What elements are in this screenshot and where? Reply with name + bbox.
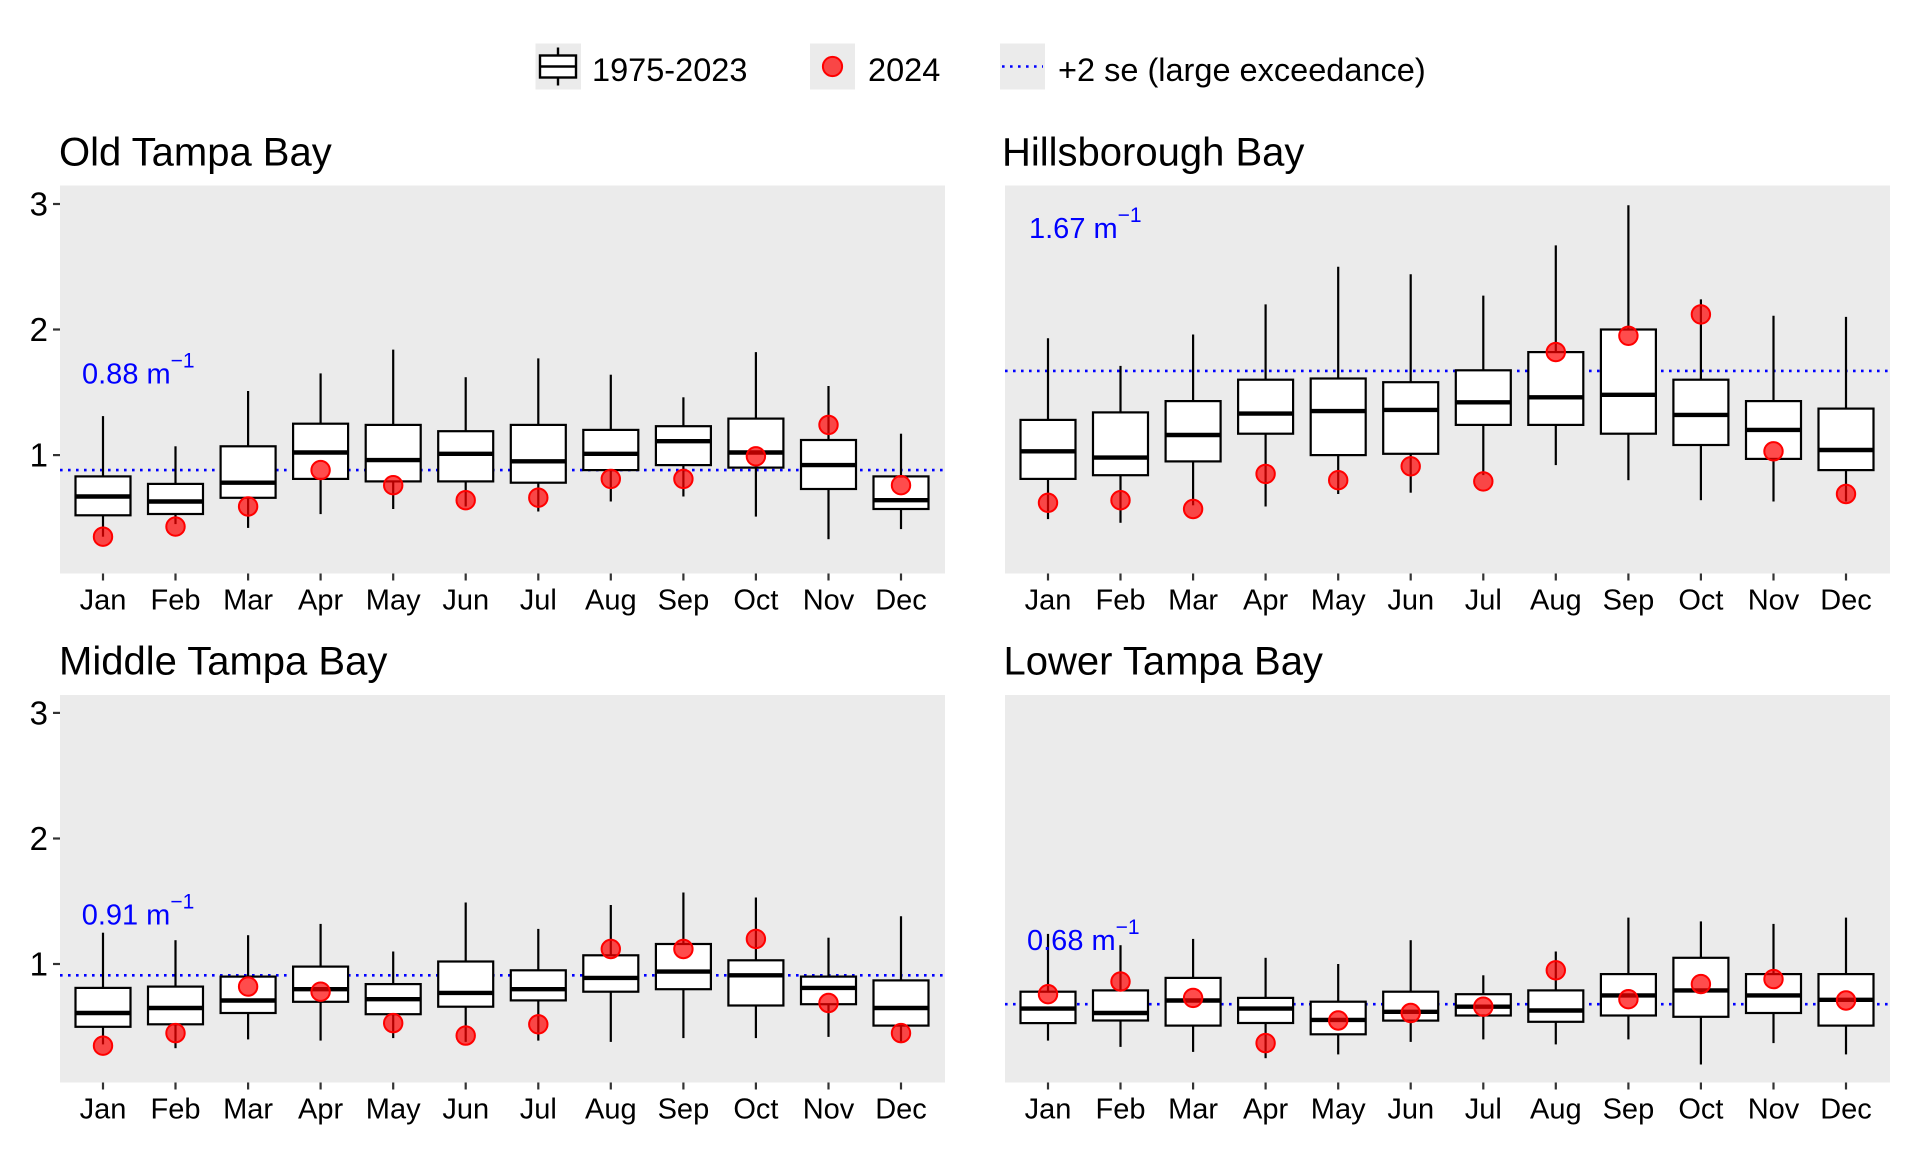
svg-text:May: May — [366, 585, 421, 617]
svg-text:Dec: Dec — [875, 585, 927, 617]
svg-text:2024: 2024 — [868, 52, 940, 88]
svg-text:Apr: Apr — [298, 1094, 343, 1126]
svg-text:Hillsborough Bay: Hillsborough Bay — [1002, 131, 1304, 175]
svg-text:3: 3 — [30, 186, 48, 223]
svg-text:1: 1 — [30, 946, 48, 983]
svg-text:1975-2023: 1975-2023 — [592, 52, 747, 88]
svg-text:Dec: Dec — [1820, 1094, 1872, 1126]
svg-text:Old Tampa Bay: Old Tampa Bay — [59, 131, 332, 175]
svg-text:Nov: Nov — [803, 1094, 855, 1126]
svg-text:Apr: Apr — [1243, 1094, 1288, 1126]
svg-text:3: 3 — [30, 695, 48, 732]
svg-text:2: 2 — [30, 820, 48, 857]
svg-text:Nov: Nov — [1748, 585, 1800, 617]
svg-text:Nov: Nov — [803, 585, 855, 617]
svg-text:Jun: Jun — [1387, 585, 1434, 617]
svg-text:Jun: Jun — [442, 585, 489, 617]
svg-text:Sep: Sep — [1603, 585, 1655, 617]
svg-text:Oct: Oct — [1678, 585, 1723, 617]
svg-text:Jan: Jan — [1025, 1094, 1072, 1126]
svg-text:Middle Tampa Bay: Middle Tampa Bay — [59, 640, 387, 684]
svg-text:Dec: Dec — [875, 1094, 927, 1126]
svg-text:Mar: Mar — [223, 585, 273, 617]
svg-text:1: 1 — [30, 437, 48, 474]
svg-text:Lower Tampa Bay: Lower Tampa Bay — [1004, 640, 1323, 684]
svg-text:Feb: Feb — [151, 1094, 201, 1126]
svg-text:Mar: Mar — [223, 1094, 273, 1126]
svg-text:Aug: Aug — [1530, 585, 1582, 617]
svg-text:Feb: Feb — [1096, 1094, 1146, 1126]
svg-text:Mar: Mar — [1168, 585, 1218, 617]
svg-text:Apr: Apr — [298, 585, 343, 617]
svg-text:Sep: Sep — [658, 585, 710, 617]
svg-text:Jun: Jun — [1387, 1094, 1434, 1126]
svg-text:+2 se (large exceedance): +2 se (large exceedance) — [1058, 52, 1426, 88]
svg-text:Jul: Jul — [520, 585, 557, 617]
svg-text:May: May — [1311, 1094, 1366, 1126]
svg-text:Aug: Aug — [585, 585, 637, 617]
svg-text:Jan: Jan — [1025, 585, 1072, 617]
svg-text:Dec: Dec — [1820, 585, 1872, 617]
svg-text:Jan: Jan — [80, 585, 127, 617]
svg-text:Jul: Jul — [520, 1094, 557, 1126]
svg-text:Sep: Sep — [1603, 1094, 1655, 1126]
svg-text:Oct: Oct — [733, 585, 778, 617]
svg-text:2: 2 — [30, 311, 48, 348]
svg-text:Feb: Feb — [151, 585, 201, 617]
svg-text:Apr: Apr — [1243, 585, 1288, 617]
svg-text:Jan: Jan — [80, 1094, 127, 1126]
svg-text:Mar: Mar — [1168, 1094, 1218, 1126]
svg-text:Sep: Sep — [658, 1094, 710, 1126]
svg-text:May: May — [366, 1094, 421, 1126]
svg-text:Jun: Jun — [442, 1094, 489, 1126]
svg-text:Jul: Jul — [1465, 1094, 1502, 1126]
svg-text:Nov: Nov — [1748, 1094, 1800, 1126]
svg-text:Oct: Oct — [1678, 1094, 1723, 1126]
svg-text:May: May — [1311, 585, 1366, 617]
svg-text:Aug: Aug — [1530, 1094, 1582, 1126]
svg-text:Oct: Oct — [733, 1094, 778, 1126]
svg-text:Feb: Feb — [1096, 585, 1146, 617]
svg-text:Jul: Jul — [1465, 585, 1502, 617]
svg-text:Aug: Aug — [585, 1094, 637, 1126]
